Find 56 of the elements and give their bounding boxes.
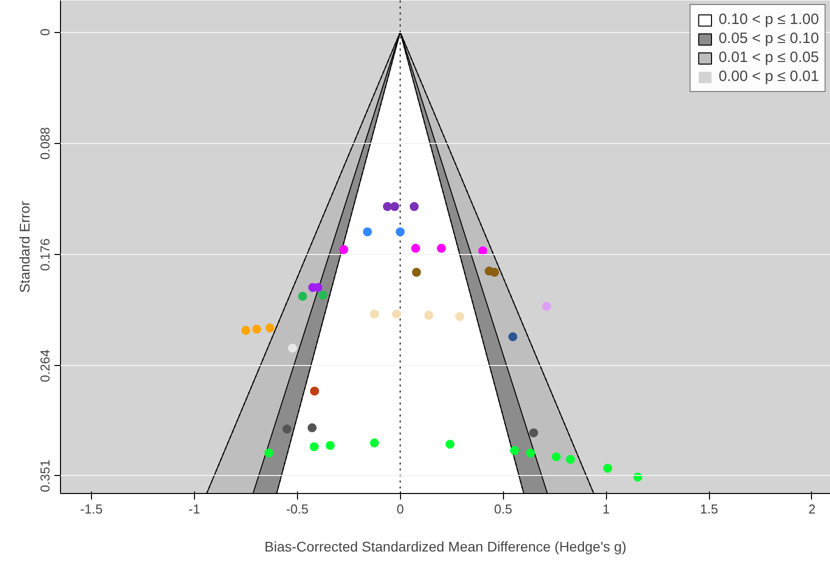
point	[362, 227, 372, 236]
x-tick-label: 0.5	[494, 502, 512, 516]
point	[411, 244, 420, 253]
point	[265, 323, 274, 332]
point	[390, 202, 400, 212]
point	[508, 332, 518, 342]
y-tick-label: 0.176	[38, 238, 52, 271]
point	[298, 292, 308, 301]
point	[370, 310, 379, 318]
point	[252, 324, 262, 334]
x-tick-label: -0.5	[286, 502, 308, 516]
legend-label: 0.05 < p ≤ 0.10	[718, 30, 819, 47]
point	[603, 464, 612, 473]
y-tick-label: 0.088	[38, 127, 52, 160]
y-axis-title: Standard Error	[16, 200, 32, 293]
point	[526, 448, 536, 458]
point	[392, 310, 401, 318]
y-tick-label: 0.351	[38, 460, 52, 492]
point	[382, 202, 392, 212]
point	[318, 290, 328, 300]
point	[396, 227, 405, 236]
point	[552, 452, 561, 462]
x-tick-label: 0	[396, 502, 404, 516]
point	[282, 424, 292, 434]
x-tick-label: 1	[602, 502, 610, 516]
x-tick-label: -1	[188, 502, 200, 516]
y-tick-label: 0.264	[38, 350, 52, 382]
point	[478, 246, 488, 256]
point	[424, 310, 434, 320]
point	[410, 202, 419, 212]
point	[326, 440, 335, 450]
point	[566, 454, 575, 464]
point	[310, 442, 319, 452]
x-axis-title: Bias-Corrected Standardized Mean Difference (Hedge's g)	[264, 538, 626, 554]
point	[446, 440, 455, 449]
point	[436, 244, 446, 253]
point	[310, 386, 320, 396]
point	[241, 326, 250, 335]
x-tick-label: -1.5	[80, 502, 103, 516]
x-tick-label: 2	[808, 502, 816, 516]
point	[370, 438, 379, 448]
legend-label: 0.00 < p ≤ 0.01	[718, 68, 819, 85]
point	[542, 302, 552, 311]
point	[529, 428, 538, 438]
legend-label: 0.01 < p ≤ 0.05	[718, 49, 819, 66]
point	[264, 448, 274, 458]
point	[288, 344, 298, 353]
point	[339, 245, 348, 254]
y-tick-label: 0	[38, 28, 52, 36]
point	[490, 268, 499, 277]
point	[455, 312, 464, 322]
point	[308, 423, 317, 432]
legend-label: 0.10 < p ≤ 1.00	[718, 11, 819, 28]
point	[412, 268, 421, 277]
point	[510, 446, 519, 456]
x-tick-label: 1.5	[700, 502, 718, 516]
